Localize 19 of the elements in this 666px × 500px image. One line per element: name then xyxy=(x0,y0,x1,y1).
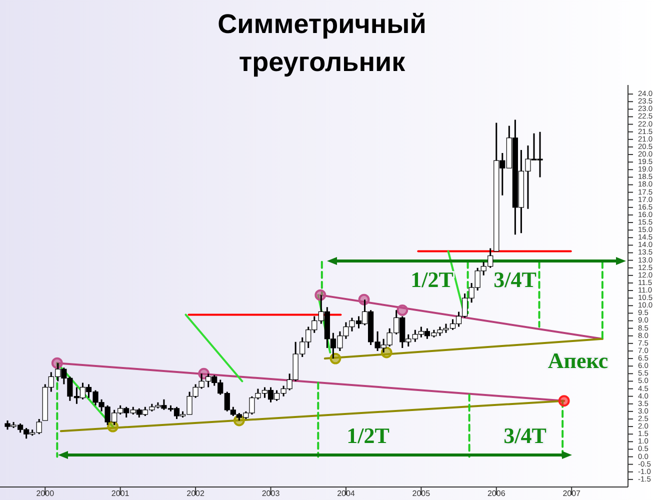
point xyxy=(558,395,570,407)
x-tick-label: 2002 xyxy=(186,489,205,498)
x-tick-label: 2004 xyxy=(337,489,356,498)
x-tick-label: 2003 xyxy=(262,489,280,498)
annotation: 3/4T xyxy=(494,267,537,292)
x-tick-label: 2007 xyxy=(562,489,582,498)
point xyxy=(380,346,392,358)
x-tick-label: 2006 xyxy=(487,489,506,498)
chart-title: Симметричный треугольник xyxy=(218,9,426,77)
x-tick-label: 2005 xyxy=(412,489,431,498)
annotation: Апекс xyxy=(548,348,608,374)
x-tick-label: 2001 xyxy=(111,489,130,498)
point xyxy=(330,352,342,364)
annotation: 1/2T xyxy=(410,267,454,292)
point xyxy=(396,304,408,316)
point xyxy=(107,420,119,432)
annotation: 1/2T xyxy=(346,423,390,448)
x-tick-label: 2000 xyxy=(36,489,55,498)
annotation: 3/4T xyxy=(504,423,547,448)
